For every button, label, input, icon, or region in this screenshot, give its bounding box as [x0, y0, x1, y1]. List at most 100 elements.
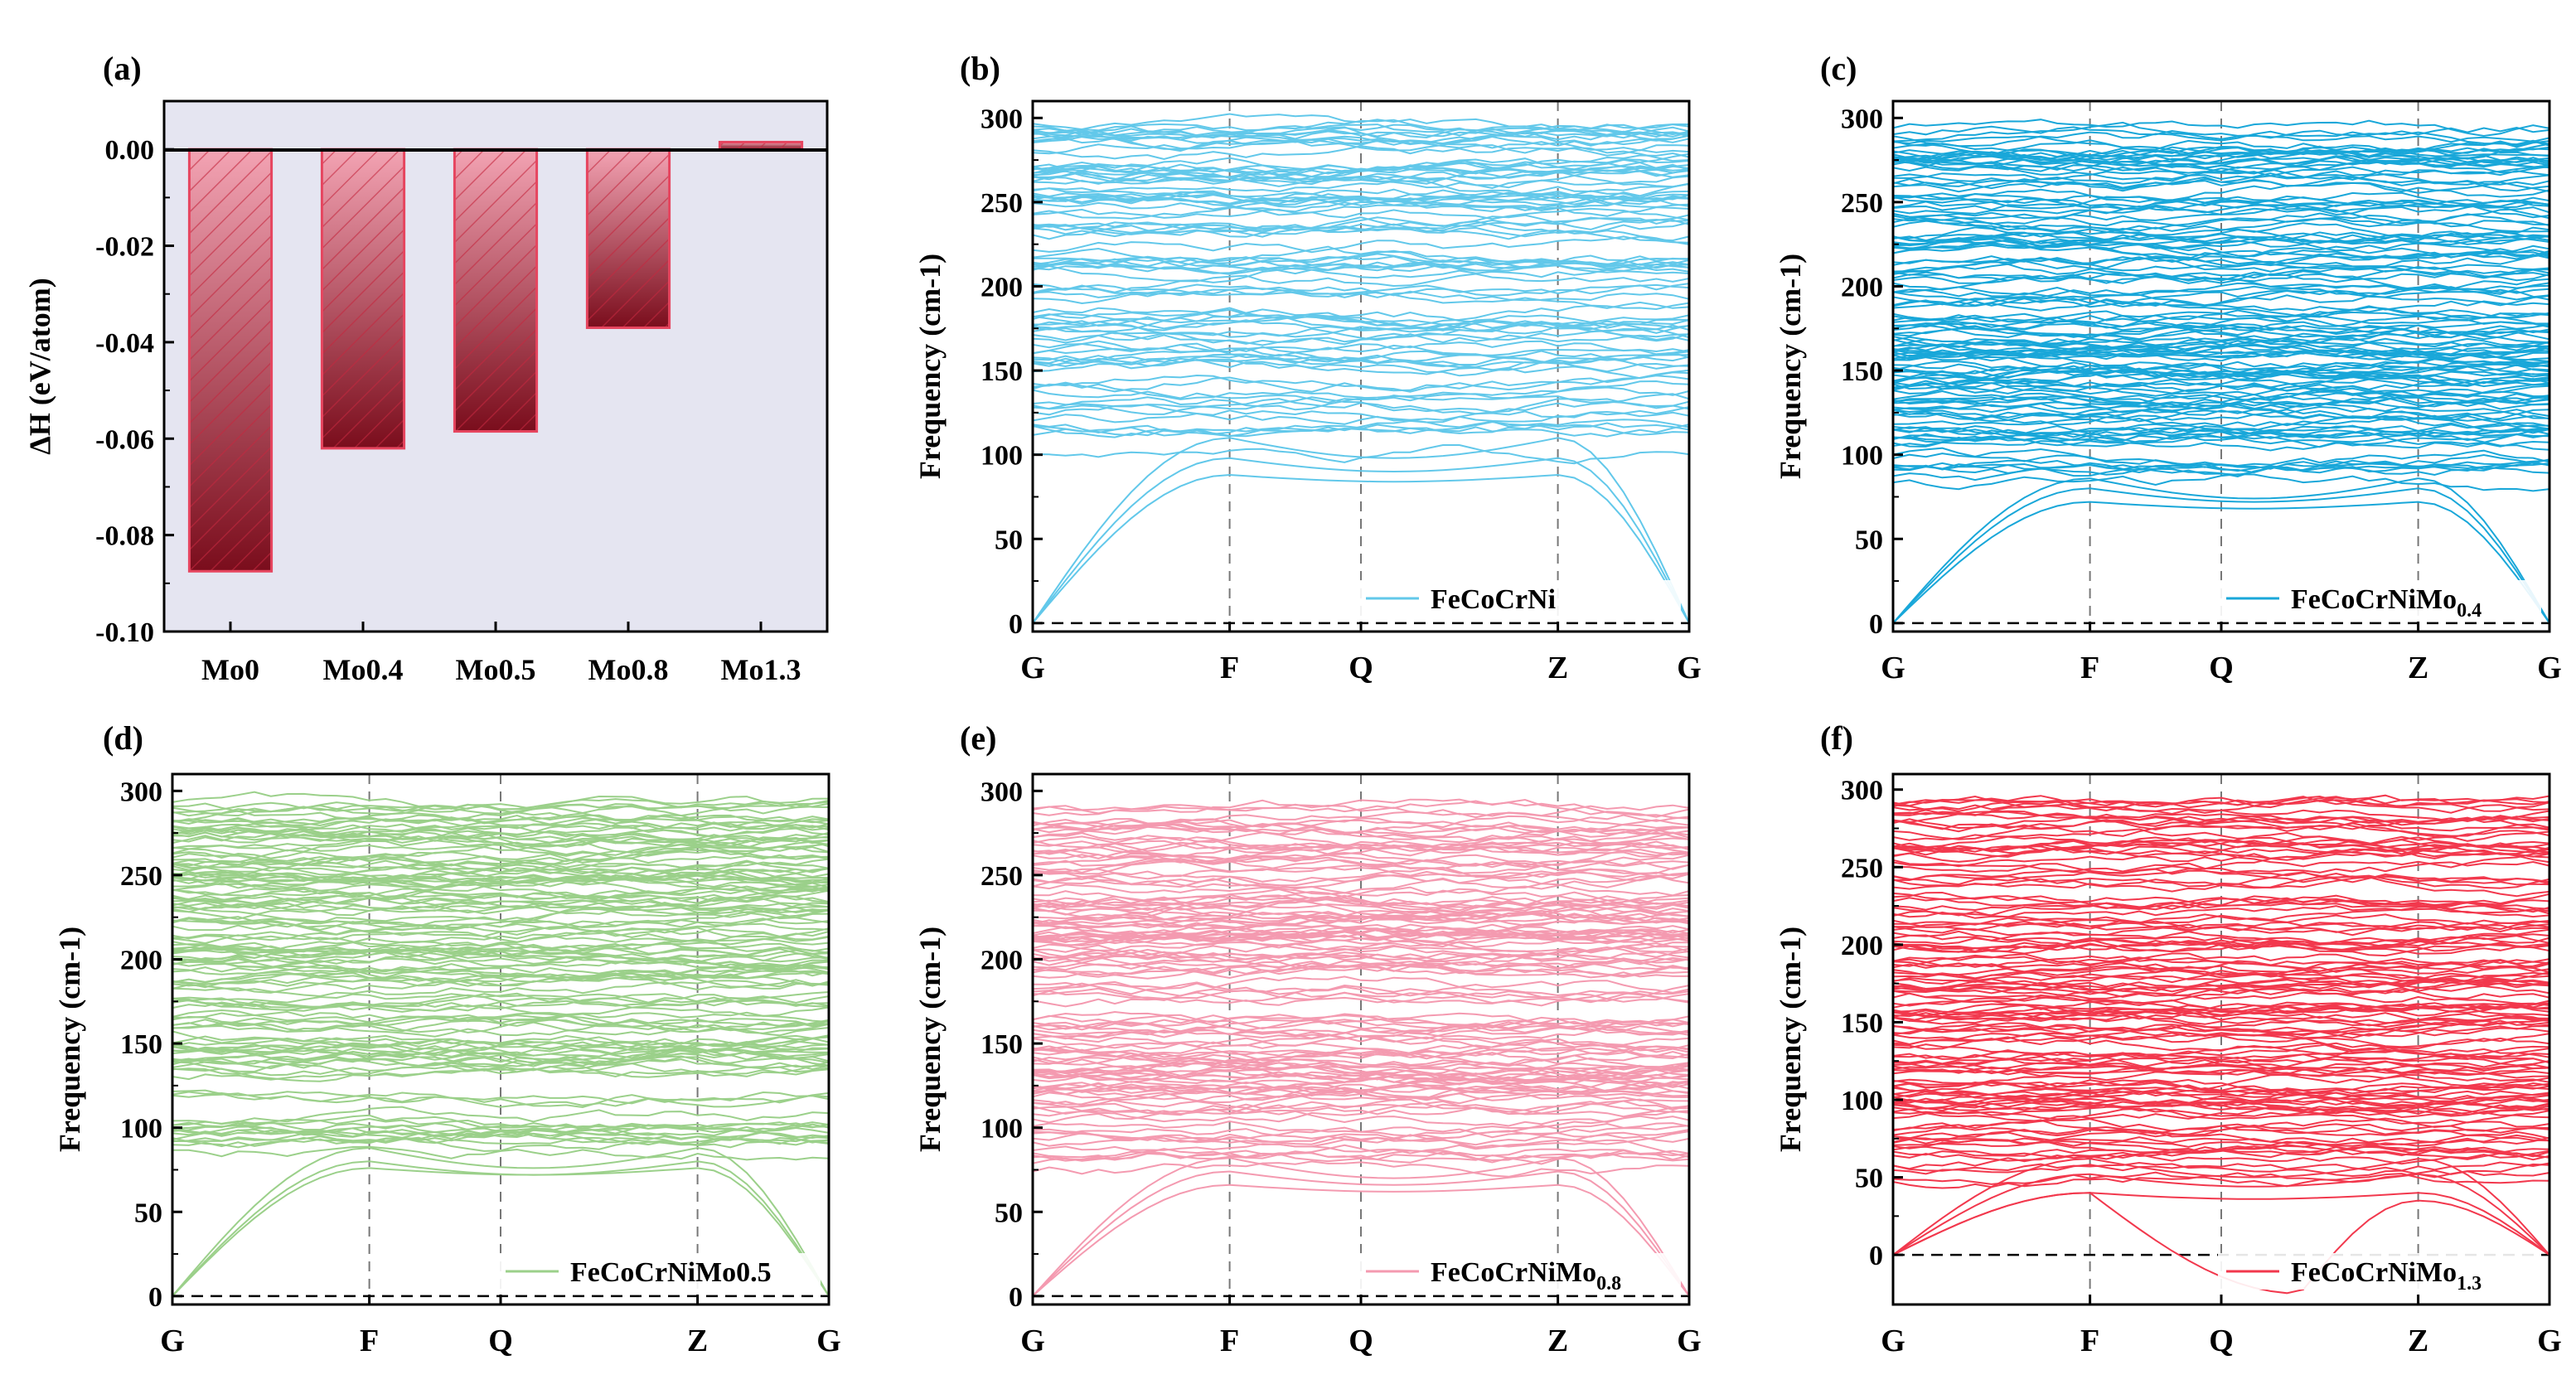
phonon-band — [172, 866, 830, 883]
ytick-label: 250 — [1841, 853, 1883, 883]
phonon-band — [1032, 152, 1690, 176]
phonon-band — [1032, 1028, 1690, 1047]
phonon-band — [172, 893, 830, 911]
bar-Mo1.3 — [718, 140, 804, 151]
phonon-band — [1032, 113, 1689, 133]
legend: FeCoCrNi — [1358, 580, 1681, 617]
phonon-band — [1892, 841, 2550, 861]
phonon-band — [1892, 191, 2550, 210]
phonon-band — [1032, 140, 1690, 157]
acoustic-band — [1892, 487, 2550, 624]
phonon-band — [1892, 379, 2550, 403]
phonon-band — [1032, 380, 1690, 402]
phonon-band — [172, 906, 830, 929]
phonon-band — [1892, 961, 2550, 985]
phonon-band — [1892, 401, 2550, 422]
acoustic-band — [1032, 437, 1690, 624]
panel-f-plot: 0 50 100 150 200 250 300 G F Q Z G FeCoCrNiMo1.3 — [1841, 772, 2562, 1358]
phonon-band — [1892, 1161, 2550, 1175]
panel-a-x-tick-labels: Mo0 Mo0.4 Mo0.5 Mo0.8 Mo1.3 — [201, 622, 801, 686]
acoustic-band — [1032, 1170, 1690, 1297]
phonon-band — [1892, 995, 2550, 1011]
phonon-band — [1892, 314, 2550, 331]
phonon-band — [1032, 975, 1690, 995]
legend: FeCoCrNiMo0.5 — [497, 1253, 821, 1290]
ytick-label: 0 — [1009, 609, 1023, 640]
phonon-band — [1032, 858, 1690, 880]
phonon-band — [172, 1065, 830, 1078]
phonon-band — [1032, 1069, 1690, 1088]
phonon-band — [1892, 188, 2550, 211]
panel-c: (c) Frequency (cm-1) 0 50 100 150 200 250 300 G… — [1774, 50, 2562, 685]
panel-d: (d) Frequency (cm-1) 0 50 100 150 200 250 300 G… — [53, 719, 841, 1358]
phonon-band — [1032, 1091, 1690, 1106]
phonon-band — [1892, 353, 2550, 377]
phonon-band — [1892, 813, 2550, 837]
phonon-band — [1032, 369, 1690, 393]
phonon-band — [1032, 1125, 1690, 1143]
phonon-band — [1892, 986, 2550, 1004]
x-tick-label-Q: Q — [1349, 1324, 1373, 1358]
phonon-band — [1032, 308, 1690, 327]
bar-Mo0.4 — [320, 148, 406, 450]
bar-Mo0.5 — [453, 148, 539, 433]
phonon-band — [172, 849, 830, 865]
phonon-band — [172, 1017, 830, 1037]
ytick-label: 200 — [981, 272, 1023, 303]
legend-subscript: 0.8 — [1596, 1273, 1621, 1295]
phonon-band — [1032, 909, 1690, 929]
phonon-band — [1032, 187, 1690, 206]
phonon-band — [1892, 1106, 2550, 1125]
panel-a-frame — [162, 99, 829, 633]
phonon-band — [1032, 835, 1690, 854]
phonon-band — [1892, 816, 2550, 832]
phonon-band — [1032, 321, 1690, 341]
phonon-band — [1032, 940, 1690, 964]
legend-label: FeCoCrNiMo0.5 — [570, 1257, 772, 1288]
ytick-label: 250 — [981, 861, 1023, 892]
phonon-band — [1032, 912, 1690, 927]
phonon-band — [172, 991, 830, 1012]
bar-hatch — [322, 149, 404, 448]
phonon-band — [1032, 263, 1690, 279]
x-tick-label-G: G — [2537, 651, 2562, 685]
phonon-band — [1892, 897, 2550, 917]
phonon-band — [1892, 1067, 2550, 1090]
phonon-band — [1892, 1012, 2550, 1025]
panel-c-plot: 0 50 100 150 200 250 300 G F Q Z G FeCoCrNiMo0.4 — [1841, 99, 2562, 685]
phonon-band — [172, 889, 830, 912]
acoustic-band — [1032, 457, 1690, 624]
ytick-label: 0 — [1869, 1241, 1883, 1271]
phonon-band — [1892, 205, 2550, 225]
phonon-band — [1892, 409, 2550, 423]
phonon-bands — [1892, 119, 2550, 624]
phonon-band — [1032, 393, 1690, 414]
phonon-band — [1892, 263, 2550, 282]
phonon-band — [1892, 1020, 2550, 1036]
ytick-label: 100 — [1841, 441, 1883, 472]
phonon-band — [1032, 263, 1690, 275]
ytick-label: 150 — [981, 1029, 1023, 1060]
phonon-band — [172, 964, 830, 983]
phonon-band — [172, 1036, 829, 1057]
phonon-band — [1032, 1010, 1690, 1030]
phonon-band — [172, 832, 830, 859]
phonon-band — [1032, 831, 1690, 851]
phonon-band — [172, 966, 830, 987]
phonon-band — [1892, 1107, 2550, 1121]
phonon-band — [1892, 288, 2550, 307]
acoustic-band — [1032, 1183, 1690, 1297]
phonon-band — [1892, 283, 2550, 299]
x-tick-label-Mo0.8: Mo0.8 — [588, 653, 669, 686]
phonon-band — [1892, 1123, 2550, 1142]
phonon-band — [1892, 235, 2550, 259]
ytick-label: 50 — [995, 525, 1023, 555]
phonon-band — [1892, 352, 2550, 377]
phonon-band — [1892, 1078, 2550, 1096]
x-tick-label-G: G — [2537, 1324, 2562, 1358]
bar-hatch — [587, 149, 670, 328]
phonon-band — [1892, 253, 2550, 269]
phonon-band — [1892, 1042, 2550, 1059]
phonon-band — [1892, 975, 2550, 995]
